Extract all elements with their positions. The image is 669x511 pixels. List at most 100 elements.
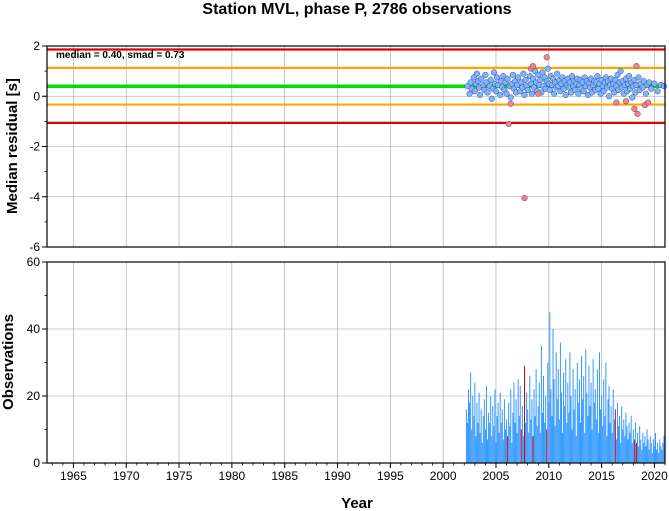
observation-bar <box>599 352 601 463</box>
observation-bar <box>477 422 479 463</box>
observation-bar <box>662 442 664 463</box>
outlier-point <box>543 54 550 61</box>
residual-point <box>575 90 582 97</box>
observation-bar <box>587 416 589 463</box>
residual-point <box>551 90 558 97</box>
x-tick-label: 1975 <box>166 469 193 483</box>
observation-bar <box>484 429 486 463</box>
observation-bar <box>538 382 540 463</box>
residual-point <box>562 91 569 99</box>
outlier-point <box>622 98 629 105</box>
observation-bar <box>570 396 572 463</box>
observation-bar <box>602 426 604 463</box>
observation-bar <box>659 439 661 463</box>
residual-point <box>488 95 495 102</box>
observation-bar <box>593 402 595 463</box>
observation-bar <box>546 429 548 463</box>
observation-bar <box>528 432 530 463</box>
observation-bar <box>508 402 510 463</box>
residual-y-tick-label: 2 <box>33 39 40 53</box>
observation-bar <box>638 446 640 463</box>
observation-bar <box>584 432 586 463</box>
observation-bar <box>544 422 546 463</box>
observation-bar <box>605 362 607 463</box>
residual-point <box>546 86 553 94</box>
observation-bar <box>644 436 646 463</box>
observation-bar <box>620 442 622 463</box>
residual-panel: median = 0.40, smad = 0.73 2 0 -2 -4 -6 Medi… <box>4 39 667 254</box>
observation-bar <box>496 416 498 463</box>
observation-bar <box>499 392 501 463</box>
observation-bar <box>592 359 594 463</box>
observation-bar <box>551 416 553 463</box>
observation-bar <box>471 429 473 463</box>
observation-bar <box>536 426 538 463</box>
observation-bar <box>658 452 660 463</box>
observation-bar <box>660 446 662 463</box>
residual-point <box>660 83 667 90</box>
residual-point <box>648 85 655 92</box>
observation-bar <box>478 392 480 463</box>
observation-bar <box>534 416 536 463</box>
residual-point <box>492 88 500 95</box>
observation-bar <box>586 392 588 463</box>
residual-point <box>503 90 510 97</box>
observation-bar <box>646 429 648 463</box>
observation-bar <box>502 439 504 463</box>
observation-bar <box>539 432 541 463</box>
residual-y-tick-label: -6 <box>29 240 40 254</box>
residual-point <box>484 89 491 96</box>
x-tick-label: 1985 <box>271 469 298 483</box>
observation-bar <box>595 419 597 463</box>
observation-bar <box>616 402 618 463</box>
observation-bar <box>523 365 525 463</box>
observation-bar <box>479 432 481 463</box>
observation-bar <box>628 422 630 463</box>
observation-bar <box>474 382 476 463</box>
observation-bar <box>556 399 558 463</box>
residual-y-ticks: 2 0 -2 -4 -6 <box>29 39 47 254</box>
observation-bar <box>473 416 475 463</box>
observation-bar <box>545 396 547 463</box>
residual-point <box>635 74 642 81</box>
observation-bar <box>572 369 574 463</box>
observation-bar <box>472 396 474 463</box>
observation-bar <box>476 402 478 463</box>
observation-bar <box>564 406 566 463</box>
observation-bar <box>547 362 549 463</box>
residual-point <box>528 90 535 97</box>
residual-point <box>473 70 481 77</box>
residual-point <box>471 88 478 95</box>
observation-bar <box>495 442 497 463</box>
observation-bar <box>610 406 612 463</box>
observation-bar <box>549 312 551 463</box>
observation-bar <box>657 442 659 463</box>
observation-bar <box>554 426 556 463</box>
outlier-point <box>535 90 542 97</box>
observation-bar <box>483 399 485 463</box>
residual-point <box>524 86 531 94</box>
observation-bar <box>489 422 491 463</box>
observation-bar <box>512 412 514 463</box>
observation-bar <box>591 429 593 463</box>
observation-bar <box>529 375 531 463</box>
observation-bar <box>469 402 471 463</box>
observation-bar <box>589 406 591 463</box>
observations-y-axis-label: Observations <box>0 314 17 410</box>
x-tick-label: 1970 <box>113 469 140 483</box>
observation-bar <box>514 422 516 463</box>
residual-point <box>629 94 636 101</box>
residual-point <box>605 93 613 100</box>
observation-bar <box>627 439 629 463</box>
outlier-point <box>645 99 652 106</box>
observation-bar <box>516 432 518 463</box>
observation-bar <box>563 372 565 463</box>
residual-point <box>521 91 528 99</box>
observation-bar <box>578 379 580 463</box>
observation-bar <box>550 389 552 463</box>
observation-bar <box>579 422 581 463</box>
x-tick-label: 2020 <box>641 469 668 483</box>
observation-bar <box>653 446 655 463</box>
observation-bar <box>506 419 508 463</box>
observation-bar <box>522 436 524 463</box>
